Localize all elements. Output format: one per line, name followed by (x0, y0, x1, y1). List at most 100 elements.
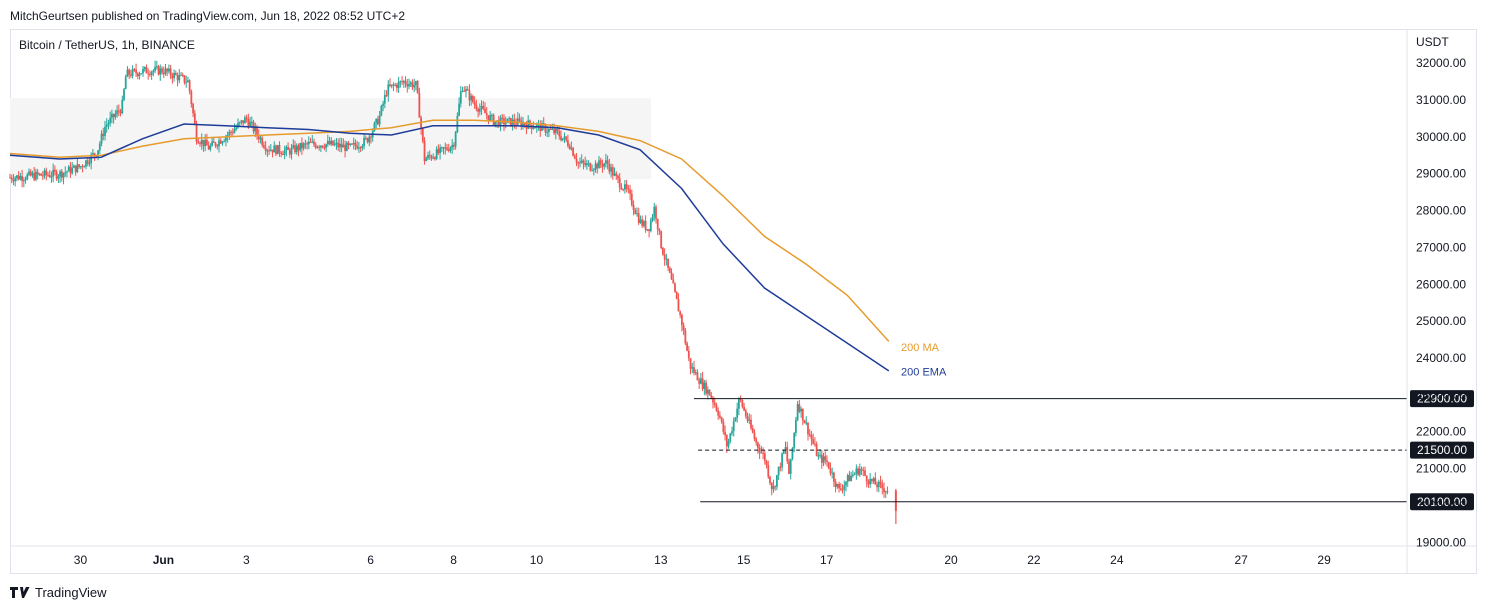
candle[interactable] (157, 64, 160, 76)
candle[interactable] (112, 113, 115, 124)
candle[interactable] (57, 173, 60, 184)
candle[interactable] (24, 176, 27, 184)
candle[interactable] (328, 136, 331, 146)
candle[interactable] (143, 66, 146, 72)
candle[interactable] (712, 395, 714, 409)
candle[interactable] (872, 476, 875, 484)
candle[interactable] (466, 86, 469, 91)
candle[interactable] (580, 154, 583, 165)
candle[interactable] (458, 97, 460, 117)
candle[interactable] (240, 119, 243, 125)
candle[interactable] (314, 142, 317, 150)
ma-200-line[interactable] (9, 119, 890, 342)
candle[interactable] (864, 466, 866, 477)
candle[interactable] (202, 139, 205, 152)
candle[interactable] (857, 466, 859, 476)
candle[interactable] (83, 165, 86, 168)
candle[interactable] (532, 121, 535, 130)
candle[interactable] (323, 143, 326, 151)
candle[interactable] (827, 461, 830, 470)
candle[interactable] (843, 480, 846, 497)
candle[interactable] (586, 159, 588, 170)
candle[interactable] (299, 142, 302, 153)
candle[interactable] (288, 147, 291, 158)
candle[interactable] (865, 475, 868, 488)
candle[interactable] (41, 171, 44, 181)
candle[interactable] (779, 462, 782, 472)
candle[interactable] (639, 215, 642, 224)
candle[interactable] (173, 69, 175, 82)
candle[interactable] (406, 78, 409, 93)
candle[interactable] (254, 122, 257, 138)
candle[interactable] (123, 88, 125, 102)
candle[interactable] (168, 64, 170, 74)
candle[interactable] (35, 168, 37, 182)
candle[interactable] (9, 173, 11, 179)
candle[interactable] (67, 164, 70, 172)
candle[interactable] (753, 429, 756, 442)
candle[interactable] (245, 114, 248, 123)
candle[interactable] (356, 140, 359, 150)
candle[interactable] (150, 70, 153, 80)
candle[interactable] (606, 155, 609, 170)
candle[interactable] (641, 215, 644, 228)
candle[interactable] (344, 140, 346, 158)
candle[interactable] (682, 322, 685, 336)
candle[interactable] (675, 291, 678, 300)
candle[interactable] (176, 72, 179, 87)
candle[interactable] (478, 103, 481, 116)
candle[interactable] (743, 402, 745, 412)
candle[interactable] (221, 140, 224, 146)
candle[interactable] (280, 151, 283, 158)
candle[interactable] (653, 202, 656, 222)
candle[interactable] (791, 447, 794, 461)
candle[interactable] (706, 386, 709, 400)
candle[interactable] (231, 128, 234, 136)
candle[interactable] (116, 105, 118, 118)
candle[interactable] (451, 138, 454, 154)
candle[interactable] (349, 143, 352, 147)
candle[interactable] (162, 66, 165, 79)
candle[interactable] (876, 481, 878, 492)
price-tag-21500[interactable]: 21500.00 (1410, 441, 1474, 459)
candle[interactable] (228, 129, 231, 140)
candle[interactable] (812, 433, 815, 445)
candle[interactable] (850, 471, 853, 482)
candle[interactable] (142, 65, 144, 77)
candle[interactable] (359, 146, 362, 153)
candle[interactable] (824, 451, 827, 465)
candle[interactable] (732, 417, 735, 437)
candle[interactable] (78, 163, 80, 169)
candle[interactable] (126, 66, 129, 77)
candle[interactable] (838, 481, 840, 493)
candle[interactable] (321, 145, 324, 149)
ema-200-line[interactable] (9, 123, 890, 372)
candle[interactable] (772, 479, 775, 493)
candle[interactable] (413, 78, 416, 93)
candle[interactable] (244, 115, 246, 124)
candle[interactable] (29, 169, 32, 177)
candle[interactable] (734, 416, 737, 422)
candle[interactable] (803, 419, 806, 424)
candle[interactable] (66, 170, 68, 178)
candle[interactable] (383, 89, 386, 109)
candle[interactable] (784, 441, 787, 454)
candle[interactable] (206, 133, 208, 146)
candle[interactable] (133, 67, 136, 72)
candle[interactable] (877, 479, 880, 493)
candle[interactable] (568, 143, 571, 150)
candle[interactable] (397, 76, 400, 94)
price-tag-20100[interactable]: 20100.00 (1410, 493, 1474, 511)
candle[interactable] (601, 159, 604, 173)
candle[interactable] (119, 108, 122, 117)
candle[interactable] (548, 127, 550, 138)
candle[interactable] (283, 145, 286, 160)
candle[interactable] (340, 137, 343, 153)
candle[interactable] (670, 268, 673, 280)
candle[interactable] (665, 253, 668, 266)
candle[interactable] (342, 138, 345, 148)
candle[interactable] (187, 76, 189, 83)
candle[interactable] (223, 138, 226, 143)
candle[interactable] (339, 137, 341, 153)
candle[interactable] (154, 60, 156, 74)
